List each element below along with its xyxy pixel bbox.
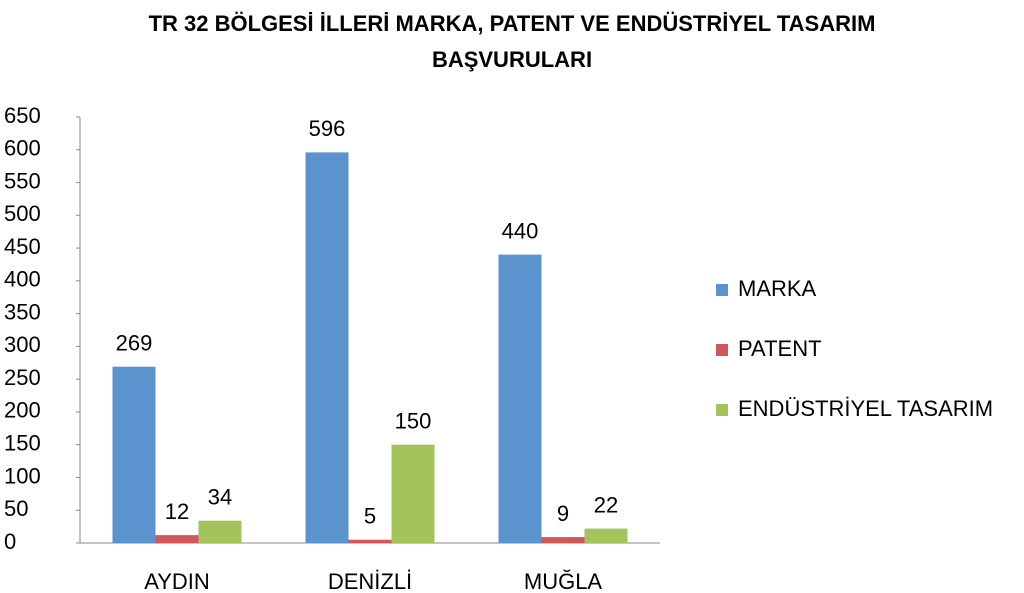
y-tick-label: 50 — [4, 496, 28, 521]
legend-swatch — [716, 344, 728, 356]
data-label: 34 — [208, 485, 232, 510]
x-tick-label: AYDIN — [144, 569, 210, 593]
data-label: 5 — [364, 504, 376, 529]
y-tick-label: 350 — [4, 299, 41, 324]
chart-title: TR 32 BÖLGESİ İLLERİ MARKA, PATENT VE EN… — [148, 11, 876, 72]
y-tick-label: 650 — [4, 103, 41, 128]
data-label: 440 — [502, 218, 539, 243]
y-tick-label: 600 — [4, 136, 41, 161]
bar — [541, 537, 585, 543]
legend-label: PATENT — [738, 336, 822, 361]
y-tick-label: 450 — [4, 234, 41, 259]
data-label: 9 — [557, 501, 569, 526]
legend-swatch — [716, 404, 728, 416]
y-tick-label: 0 — [4, 529, 16, 554]
x-tick-label: DENİZLİ — [328, 569, 412, 593]
bar — [348, 539, 392, 543]
y-tick-label: 100 — [4, 463, 41, 488]
data-label: 22 — [594, 492, 618, 517]
y-tick-label: 150 — [4, 431, 41, 456]
bar — [498, 254, 542, 543]
data-label: 269 — [116, 331, 153, 356]
legend-label: MARKA — [738, 276, 817, 301]
data-label: 596 — [309, 116, 346, 141]
y-tick-label: 300 — [4, 332, 41, 357]
bar — [198, 520, 242, 543]
y-tick-label: 250 — [4, 365, 41, 390]
x-tick-label: MUĞLA — [524, 569, 603, 593]
y-tick-label: 400 — [4, 267, 41, 292]
bar — [391, 444, 435, 543]
data-label: 12 — [165, 499, 189, 524]
bar — [305, 152, 349, 544]
bar — [584, 528, 628, 543]
bar — [112, 366, 156, 543]
y-tick-label: 500 — [4, 201, 41, 226]
bar — [155, 535, 199, 543]
y-tick-label: 200 — [4, 398, 41, 423]
data-label: 150 — [395, 409, 432, 434]
legend-label: ENDÜSTRİYEL TASARIM — [738, 396, 993, 421]
legend-swatch — [716, 284, 728, 296]
y-tick-label: 550 — [4, 168, 41, 193]
